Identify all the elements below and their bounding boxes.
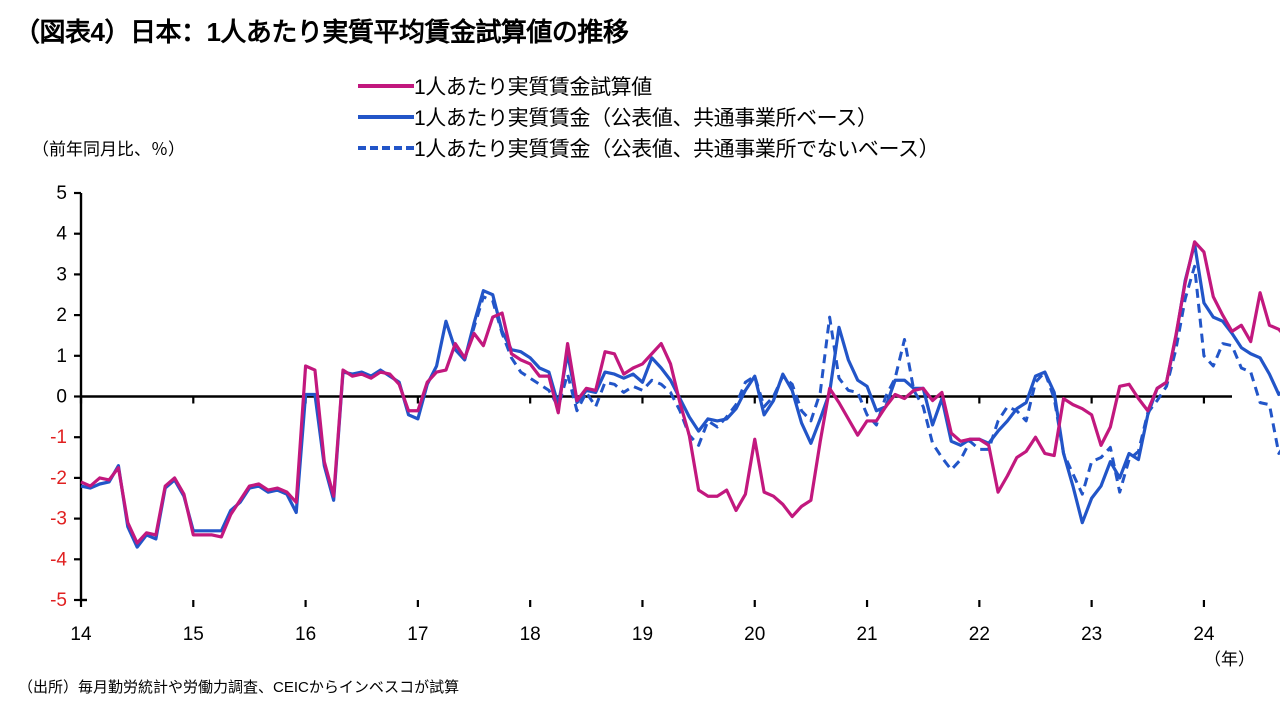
- x-tick-label: 15: [183, 624, 204, 645]
- page-title: （図表4）日本：1人あたり実質平均賃金試算値の推移: [14, 17, 629, 47]
- y-tick-label: 4: [56, 224, 67, 245]
- x-tick-label: 17: [407, 624, 428, 645]
- legend-label-estimate: 1人あたり実質賃金試算値: [414, 75, 652, 99]
- legend-swatch-estimate: [358, 77, 414, 95]
- legend-label-published-common: 1人あたり実質賃金（公表値、共通事業所ベース）: [414, 106, 878, 130]
- y-tick-label: 5: [56, 183, 67, 204]
- series-line: [463, 264, 1280, 496]
- x-tick-label: 14: [70, 624, 92, 645]
- x-tick-label: 16: [295, 624, 316, 645]
- x-tick-label: 23: [1081, 624, 1102, 645]
- y-axis-unit-label: （前年同月比、％）: [32, 140, 185, 159]
- y-tick-label: 3: [56, 264, 67, 285]
- legend-item-published-common: 1人あたり実質賃金（公表値、共通事業所ベース）: [358, 101, 1058, 132]
- y-tick-label: -3: [50, 509, 67, 530]
- y-tick-label: -2: [50, 468, 67, 489]
- x-tick-label: 20: [744, 624, 765, 645]
- legend-swatch-published-common: [358, 108, 414, 126]
- legend-label-published-noncommon: 1人あたり実質賃金（公表値、共通事業所でないベース）: [414, 137, 940, 161]
- source-note: （出所）毎月勤労統計や労働力調査、CEICからインベスコが試算: [18, 679, 460, 696]
- x-tick-label: 18: [520, 624, 541, 645]
- legend-swatch-published-noncommon: [358, 139, 414, 157]
- legend-item-published-noncommon: 1人あたり実質賃金（公表値、共通事業所でないベース）: [358, 132, 1058, 163]
- y-tick-label: -4: [50, 549, 67, 570]
- chart-legend: 1人あたり実質賃金試算値 1人あたり実質賃金（公表値、共通事業所ベース） 1人あ…: [358, 70, 1058, 163]
- x-tick-label: 19: [632, 624, 653, 645]
- x-tick-label: 24: [1193, 624, 1215, 645]
- y-tick-label: -1: [50, 427, 67, 448]
- y-tick-label: 1: [56, 346, 67, 367]
- series-line: [80, 240, 1280, 545]
- y-tick-label: -5: [50, 590, 67, 611]
- x-axis-unit-label: （年）: [1204, 650, 1255, 669]
- legend-item-estimate: 1人あたり実質賃金試算値: [358, 70, 1058, 101]
- y-tick-label: 0: [56, 387, 67, 408]
- x-tick-label: 21: [856, 624, 877, 645]
- y-tick-label: 2: [56, 305, 67, 326]
- x-tick-label: 22: [969, 624, 990, 645]
